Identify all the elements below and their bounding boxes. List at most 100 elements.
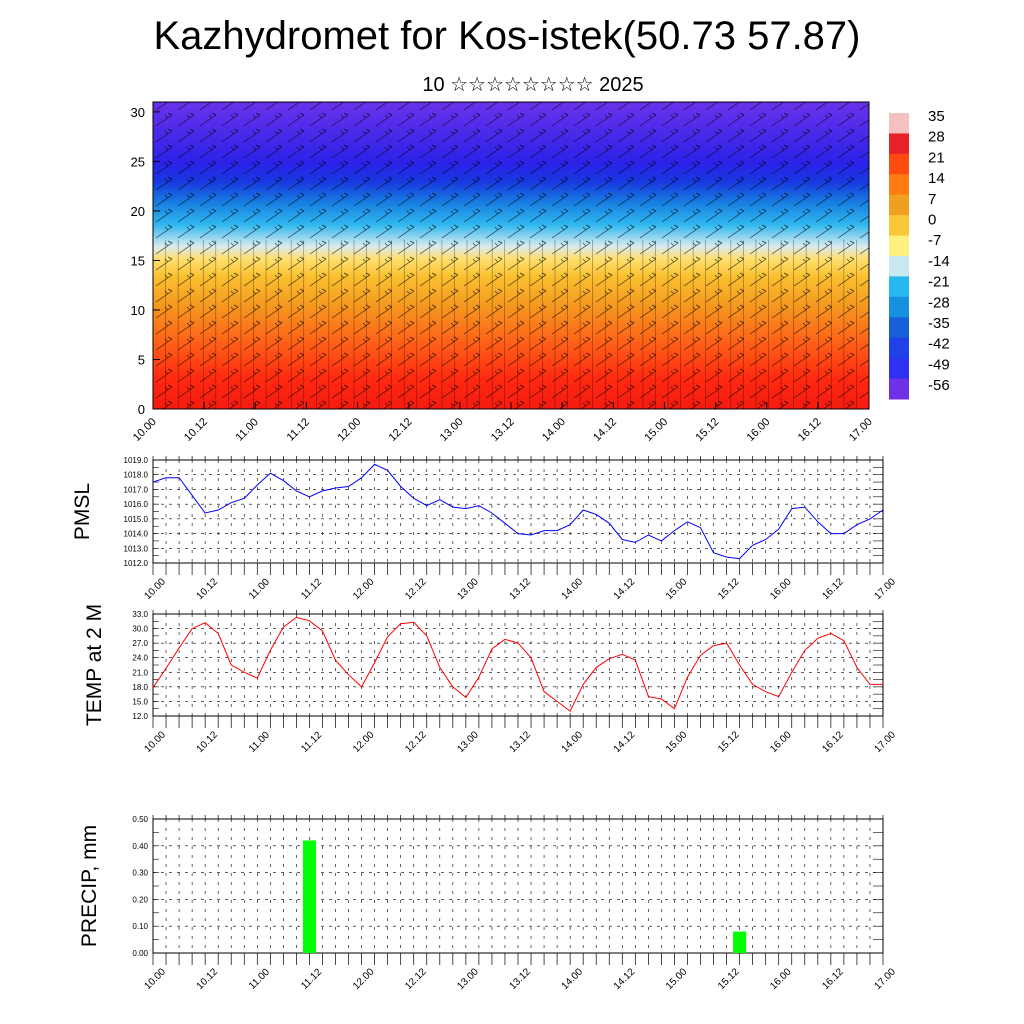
plot-frame: [152, 459, 884, 564]
precip-bar: [302, 840, 316, 953]
x-tick-label: 13.00: [455, 576, 481, 602]
y-tick-label: 10: [131, 303, 145, 318]
colorbar-label: -35: [928, 315, 950, 332]
x-tick-label: 10.12: [182, 416, 210, 444]
colorbar-label: -28: [928, 294, 950, 311]
x-tick-label: 17.00: [872, 576, 898, 602]
x-tick-label: 15.12: [693, 416, 721, 444]
x-tick-label: 16.00: [768, 966, 794, 992]
y-axis-label: TEMP at 2 M: [83, 604, 106, 726]
x-tick-label: 11.12: [299, 729, 324, 754]
x-tick-label: 11.12: [285, 416, 312, 443]
x-tick-label: 14.00: [560, 729, 586, 755]
colorbar-label: -42: [928, 336, 950, 353]
x-tick-label: 12.12: [403, 966, 429, 992]
x-tick-label: 14.12: [612, 729, 638, 755]
colorbar-swatch: [889, 235, 909, 257]
wind-column-lines: [153, 240, 869, 409]
y-tick-label: 0.10: [132, 922, 148, 931]
x-tick-label: 15.00: [642, 416, 670, 444]
y-tick-label: 1015.0: [124, 515, 149, 524]
y-tick-label: 1019.0: [124, 456, 149, 465]
colorbar-swatch: [889, 256, 909, 277]
x-tick-label: 15.12: [716, 576, 742, 602]
temp-2m-line: [152, 616, 883, 712]
x-tick-label: 10.12: [195, 966, 221, 992]
x-tick-label: 12.00: [351, 729, 377, 755]
y-tick-label: 25: [131, 154, 145, 169]
x-tick-label: 10.00: [142, 729, 168, 755]
y-tick-label: 0.20: [132, 895, 148, 904]
y-tick-label: 15.0: [132, 697, 148, 706]
x-tick-label: 15.12: [716, 729, 742, 755]
y-tick-label: 30: [131, 105, 145, 120]
wind-barbs: [153, 102, 869, 409]
y-tick-label: 1013.0: [124, 544, 149, 553]
x-tick-label: 11.00: [247, 966, 272, 991]
x-tick-label: 14.12: [612, 576, 638, 602]
x-tick-label: 12.12: [403, 729, 429, 755]
x-tick-label: 16.00: [768, 576, 794, 602]
y-tick-label: 1012.0: [124, 559, 149, 568]
x-tick-label: 10.00: [131, 416, 159, 444]
y-tick-label: 27.0: [132, 639, 148, 648]
pmsl-line: [152, 463, 884, 560]
x-tick-label: 12.12: [403, 576, 429, 602]
y-axis-label: PMSL: [71, 483, 94, 540]
colorbar-swatch: [889, 215, 909, 237]
colorbar-swatch: [889, 358, 909, 380]
colorbar-label: 7: [928, 191, 936, 208]
colorbar-label: -21: [928, 274, 950, 291]
x-tick-label: 11.00: [247, 576, 272, 601]
x-tick-label: 13.12: [507, 966, 533, 992]
y-tick-label: 5: [138, 352, 145, 367]
colorbar-label: 21: [928, 149, 945, 166]
y-tick-label: 24.0: [132, 654, 148, 663]
x-tick-label: 16.00: [745, 416, 773, 444]
y-tick-label: 0.00: [132, 949, 148, 958]
x-tick-label: 13.00: [455, 966, 481, 992]
x-tick-label: 11.12: [299, 966, 324, 991]
y-tick-label: 0: [138, 402, 145, 417]
x-tick-label: 10.12: [195, 576, 221, 602]
colorbar-label: -56: [928, 377, 950, 394]
colorbar: 35 28 21 14 7 0 -7 -14 -21 -28 -35 -42 -49 -56: [889, 108, 950, 400]
y-tick-label: 1017.0: [124, 485, 149, 494]
precip-panel: 0.00 0.10 0.20 0.30 0.40 0.50 10.00 10.12 11.00 1…: [78, 815, 898, 992]
colorbar-swatch: [889, 296, 909, 318]
x-tick-label: 14.00: [540, 416, 568, 444]
x-tick-label: 16.12: [820, 966, 846, 992]
x-tick-label: 12.12: [387, 416, 415, 444]
y-tick-label: 21.0: [132, 668, 148, 677]
x-tick-label: 11.12: [299, 576, 324, 601]
y-tick-label: 0.40: [132, 842, 148, 851]
colorbar-swatch: [889, 337, 909, 359]
y-tick-label: 1014.0: [124, 530, 149, 539]
colorbar-swatch: [889, 133, 909, 155]
temp-panel: 12.0 15.0 18.0 21.0 24.0 27.0 30.0 33.0 10.00 10.…: [83, 604, 898, 755]
precip-bar: [733, 931, 747, 953]
x-tick-label: 10.00: [142, 576, 168, 602]
x-tick-label: 16.00: [768, 729, 794, 755]
colorbar-swatch: [889, 317, 909, 339]
x-tick-label: 15.00: [664, 966, 690, 992]
colorbar-label: -49: [928, 356, 950, 373]
y-tick-label: 12.0: [132, 712, 148, 721]
x-tick-label: 11.00: [233, 416, 260, 443]
colorbar-swatch: [889, 153, 909, 175]
x-tick-label: 13.00: [438, 416, 466, 444]
x-tick-label: 13.12: [507, 729, 533, 755]
page-title: Kazhydromet for Kos-istek(50.73 57.87): [153, 14, 861, 58]
colorbar-swatch: [889, 174, 909, 196]
x-tick-label: 17.00: [872, 966, 898, 992]
y-tick-label: 30.0: [132, 625, 148, 634]
temperature-height-section: 0 5 10 15 20 25 30 10.00 10.12 11.00 11.12 12.00 12…: [131, 101, 875, 444]
x-tick-label: 14.00: [560, 966, 586, 992]
y-tick-label: 1018.0: [124, 471, 149, 480]
colorbar-swatch: [889, 276, 909, 298]
page-subtitle: 10 ☆☆☆☆☆☆☆☆ 2025: [422, 74, 644, 96]
pmsl-panel: 1012.0 1013.0 1014.0 1015.0 1016.0 1017.0 1018…: [71, 456, 898, 602]
colorbar-label: -14: [928, 253, 950, 270]
x-tick-label: 14.12: [591, 416, 619, 444]
